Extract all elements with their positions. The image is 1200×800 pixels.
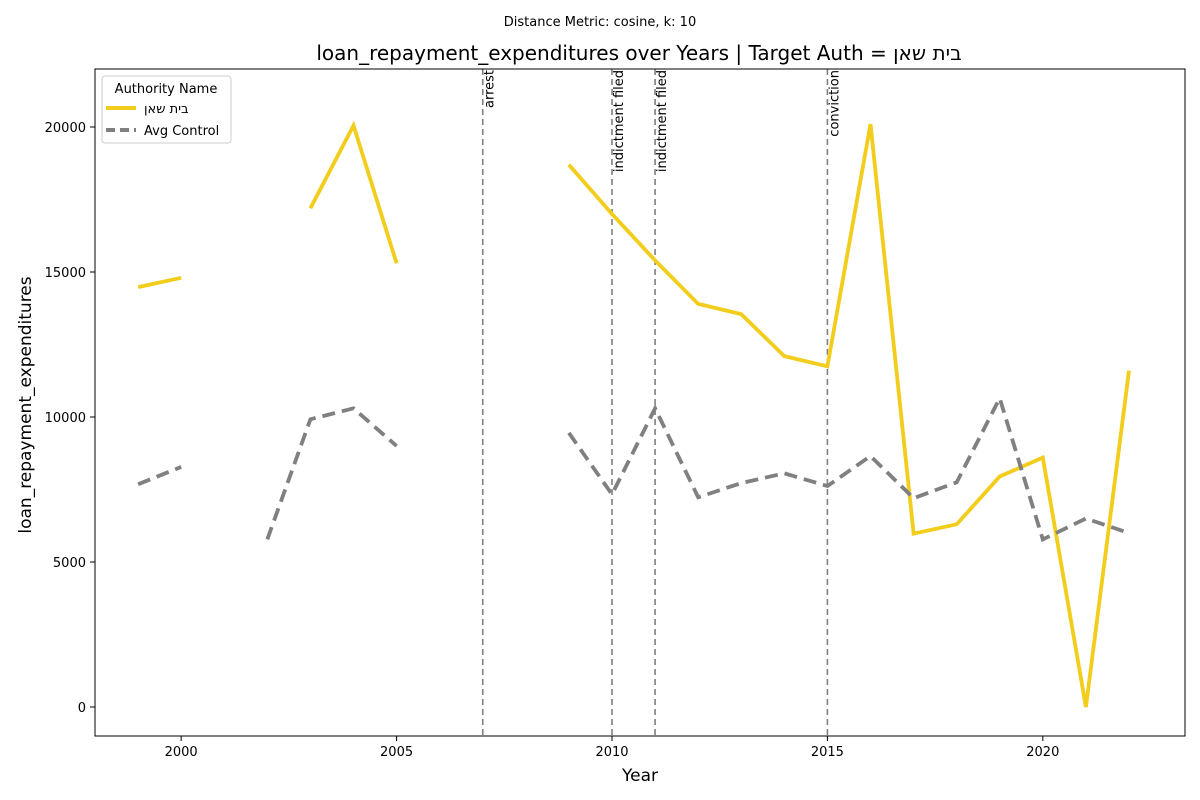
series-0-line-segment-0 [137, 275, 182, 289]
y-tick-label-15000: 15000 [45, 266, 86, 281]
y-tick-label-0: 0 [78, 701, 86, 716]
y-tick-label-5000: 5000 [53, 556, 86, 571]
x-tick-label-2000: 2000 [165, 745, 198, 760]
legend: Authority Name בית שאן Avg Control [101, 75, 232, 144]
event-label-0: arrest [483, 70, 498, 108]
legend-label-control: Avg Control [144, 124, 219, 139]
legend-box [101, 75, 232, 144]
event-label-1: indictment filed [612, 70, 627, 172]
plot-frame [94, 68, 1186, 737]
y-axis-label: loan_repayment_expenditures [16, 276, 36, 533]
event-label-2: indictment filed [655, 70, 670, 172]
series-0-line-segment-2 [567, 123, 1131, 708]
x-tick-label-2015: 2015 [811, 745, 844, 760]
event-label-3: conviction [827, 70, 842, 137]
x-tick-label-2010: 2010 [595, 745, 628, 760]
chart-title: loan_repayment_expenditures over Years |… [316, 41, 961, 65]
chart-suptitle: Distance Metric: cosine, k: 10 [504, 15, 696, 30]
x-tick-label-2020: 2020 [1026, 745, 1059, 760]
legend-label-target: בית שאן [144, 102, 189, 117]
series-1-line-segment-1 [265, 406, 398, 541]
series-1-line-segment-0 [137, 465, 182, 487]
x-axis-label: Year [621, 766, 658, 786]
y-tick-label-10000: 10000 [45, 411, 86, 426]
legend-title: Authority Name [115, 82, 218, 97]
x-tick-label-2005: 2005 [380, 745, 413, 760]
y-tick-label-20000: 20000 [45, 121, 86, 136]
series-0-line-segment-1 [308, 120, 399, 264]
series-1-line-segment-2 [567, 393, 1130, 543]
